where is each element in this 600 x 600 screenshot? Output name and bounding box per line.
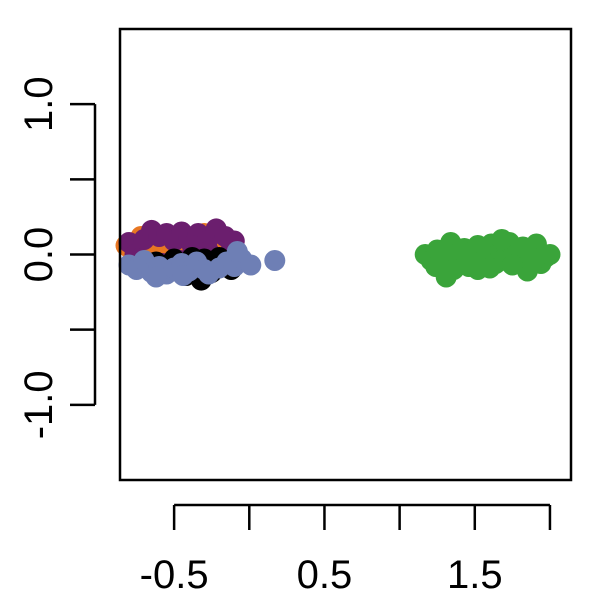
- y-tick-label-1: 0.0: [17, 227, 61, 283]
- point-blue-17: [145, 266, 167, 288]
- point-green-37: [515, 238, 537, 259]
- point-green-34: [491, 229, 513, 250]
- point-green-33: [443, 259, 465, 280]
- series-green: [414, 229, 561, 288]
- y-tick-label-0: -1.0: [17, 370, 61, 439]
- series-blue: [118, 241, 286, 288]
- y-tick-label-2: 1.0: [17, 76, 61, 132]
- x-axis: -0.5 0.5 1.5: [140, 503, 552, 597]
- x-tick-label-0: -0.5: [140, 553, 209, 597]
- point-green-36: [467, 259, 489, 280]
- y-axis: -1.0 0.0 1.0: [17, 76, 97, 439]
- axes-layer: -0.5 0.5 1.5 -1.0 0.0 1.0: [17, 76, 552, 597]
- point-blue-18: [172, 265, 194, 286]
- point-blue-20: [226, 241, 248, 262]
- point-blue-19: [198, 263, 220, 285]
- x-tick-label-2: 1.5: [447, 553, 503, 597]
- point-blue-16: [264, 250, 286, 271]
- x-tick-label-1: 0.5: [297, 553, 353, 597]
- point-green-31: [501, 254, 523, 276]
- point-green-35: [425, 256, 447, 277]
- point-blue-15: [240, 254, 262, 276]
- plot-frame: [118, 27, 573, 482]
- points-layer: [115, 218, 561, 291]
